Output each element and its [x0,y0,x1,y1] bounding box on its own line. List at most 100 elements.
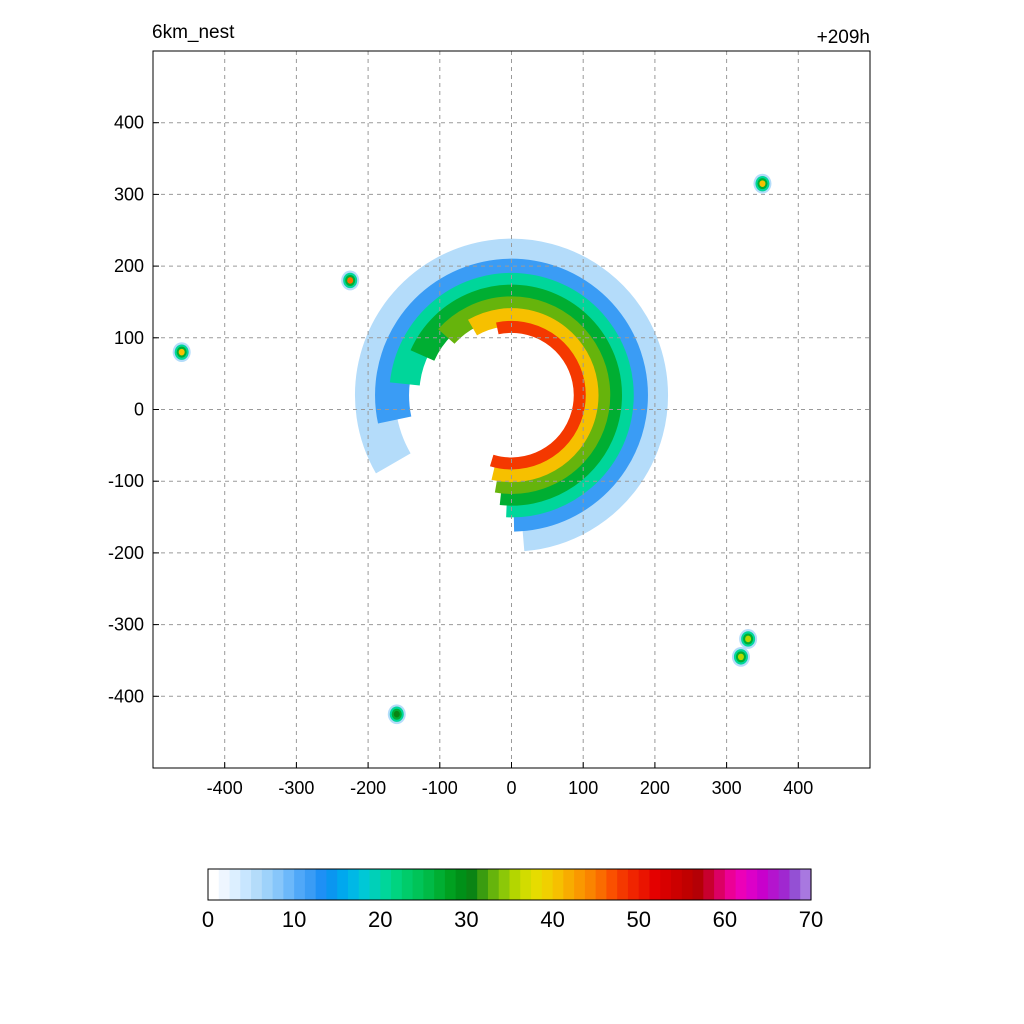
colorbar-swatch [477,869,489,900]
colorbar-swatch [520,869,532,900]
colorbar-swatch [627,869,640,900]
x-tick-label: 0 [506,778,516,798]
colorbar-swatch [584,869,597,900]
convective-cell [347,277,354,284]
plot-title: 6km_nest [152,22,235,43]
y-tick-label: 200 [114,256,144,276]
x-tick-label: -200 [350,778,386,798]
y-tick-label: 0 [134,400,144,420]
colorbar-swatch [617,869,629,900]
colorbar-swatch [272,869,284,900]
colorbar-swatch [240,869,252,900]
forecast-hour-label: +209h [816,27,870,48]
colorbar: 0 10 20 30 40 50 60 70 [202,868,823,932]
colorbar-swatch [229,869,241,900]
x-tick-label: 300 [712,778,742,798]
colorbar-swatch [412,869,424,900]
colorbar-tick-label: 70 [799,907,823,932]
convective-cell [759,180,766,187]
y-axis: 400 300 200 100 0 -100 -200 -300 -400 [108,113,159,706]
colorbar-frame [207,868,812,901]
colorbar-swatch [681,869,694,900]
colorbar-tick-label: 20 [368,907,392,932]
colorbar-swatch [800,869,812,900]
rainband-ring [437,320,586,470]
colorbar-swatch [660,869,672,900]
colorbar-swatch [423,869,435,900]
colorbar-swatch [531,869,543,900]
colorbar-swatch [638,869,651,900]
y-tick-label: -200 [108,543,144,563]
colorbar-swatch [595,869,608,900]
colorbar-swatch [251,869,263,900]
rainband-ring [354,238,669,552]
colorbar-swatch [466,869,478,900]
y-tick-label: -100 [108,471,144,491]
y-tick-label: 400 [114,113,144,133]
colorbar-swatch [606,869,618,900]
colorbar-swatch [649,869,661,900]
convective-cell [393,710,400,718]
colorbar-swatch [692,869,704,900]
colorbar-tick-label: 0 [202,907,214,932]
colorbar-swatch [789,869,801,900]
colorbar-swatch [208,869,220,900]
rainband-ring [424,308,599,483]
colorbar-swatch [304,869,317,900]
x-tick-label: 400 [783,778,813,798]
x-tick-label: 100 [568,778,598,798]
colorbar-swatch [757,869,769,900]
colorbar-tick-label: 60 [713,907,737,932]
x-tick-label: -100 [422,778,458,798]
colorbar-swatch [778,869,791,900]
convective-cell [178,348,185,356]
x-tick-label: -300 [278,778,314,798]
colorbar-swatch [671,869,683,900]
colorbar-swatch [347,869,360,900]
colorbar-tick-label: 30 [454,907,478,932]
colorbar-swatch [369,869,381,900]
y-tick-label: -400 [108,686,144,706]
colorbar-swatch [358,869,371,900]
rainband-ring [412,296,611,494]
colorbar-swatch [746,869,758,900]
colorbar-swatch [563,869,575,900]
colorbar-tick-label: 50 [626,907,650,932]
convective-cell [745,635,752,643]
y-tick-label: 100 [114,328,144,348]
storm-eye [493,355,573,435]
colorbar-swatch [767,869,780,900]
colorbar-swatch [218,869,231,900]
x-tick-label: -400 [207,778,243,798]
y-tick-label: -300 [108,615,144,635]
colorbar-swatch [380,869,392,900]
colorbar-swatch [703,869,715,900]
colorbar-swatch [455,869,468,900]
colorbar-swatch [574,869,586,900]
colorbar-swatch [294,869,306,900]
precip-field [172,173,772,725]
colorbar-swatch [283,869,295,900]
colorbar-swatch [541,869,554,900]
colorbar-swatch [261,869,274,900]
x-tick-label: 200 [640,778,670,798]
colorbar-swatch [315,869,328,900]
colorbar-swatch [444,869,457,900]
colorbar-swatch [326,869,338,900]
convective-cell [737,653,744,661]
colorbar-swatch [498,869,511,900]
colorbar-swatch [391,869,403,900]
colorbar-swatch [509,869,521,900]
x-axis: -400 -300 -200 -100 0 100 200 300 400 [207,762,813,798]
colorbar-swatch [735,869,747,900]
colorbar-swatch [714,869,726,900]
colorbar-swatch [401,869,414,900]
colorbar-tick-label: 10 [282,907,306,932]
colorbar-swatch [724,869,737,900]
y-tick-label: 300 [114,184,144,204]
colorbar-swatch [552,869,564,900]
colorbar-tick-label: 40 [540,907,564,932]
colorbar-swatch [487,869,500,900]
